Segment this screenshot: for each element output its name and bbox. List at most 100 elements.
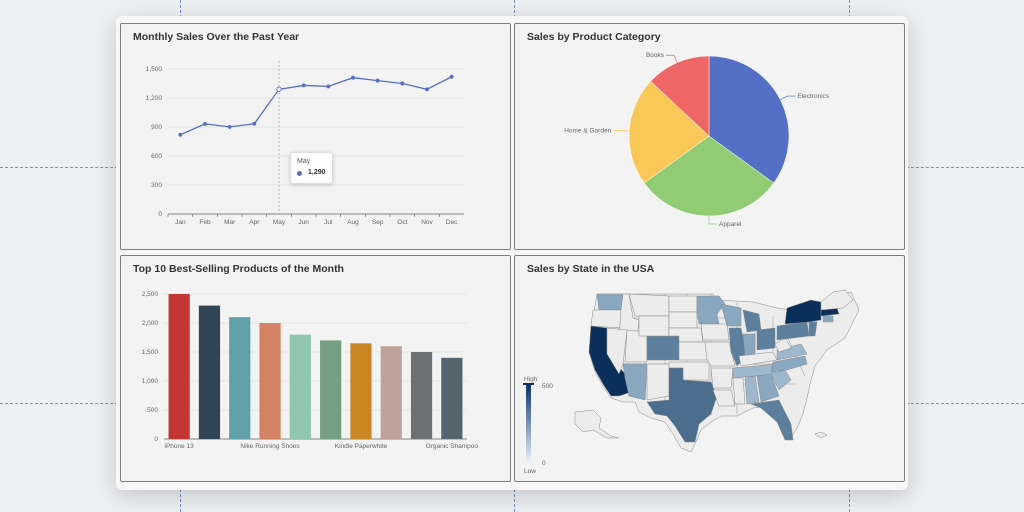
map-state-missouri[interactable] [704,341,736,367]
usa-map-chart[interactable]: High 500 0 Low [515,256,904,481]
pie-slice [643,135,775,217]
map-state-montana[interactable] [628,293,670,317]
line-xtick-label: Mar [224,219,236,226]
map-state-colorado[interactable] [646,335,680,361]
map-state-iowa[interactable] [700,323,730,341]
line-point [178,132,183,137]
map-state-mississippi[interactable] [732,377,746,405]
line-xtick-label: Sep [372,219,384,226]
map-chart-title: Sales by State in the USA [527,263,655,275]
line-xtick-label: May [273,219,286,226]
map-chart-panel: Sales by State in the USA High 500 0 Low [514,255,905,482]
bar-ytick-label: 1,000 [142,378,159,385]
map-state-wisconsin[interactable] [720,303,742,327]
map-state-north-carolina[interactable] [770,355,808,373]
visual-map-bar[interactable] [526,384,531,462]
visual-map-high-label: High [524,376,538,383]
bar-rect [229,317,251,439]
map-state-new-jersey[interactable] [808,321,818,337]
map-state-indiana[interactable] [742,333,756,357]
map-state-new-england[interactable] [820,289,854,311]
line-point [276,86,282,92]
bar-rect [259,323,281,439]
map-state-connecticut[interactable] [822,315,834,323]
bar-ytick-label: 2,000 [142,320,159,327]
tooltip-month: May [297,158,311,165]
line-xtick-label: Dec [446,219,458,226]
bar-chart[interactable]: 0 500 1,000 1,500 2,000 2,500 iPhone 13 Nike Ru… [121,256,510,481]
map-state-virginia[interactable] [776,343,808,361]
bar-ytick-label: 0 [154,436,158,443]
pie-slice-label: Electronics [797,93,830,100]
pie-slice-label: Home & Garden [564,127,611,134]
map-state-minnesota[interactable] [696,295,726,325]
bar-rect [380,346,402,439]
map-state-idaho[interactable] [618,293,640,339]
map-state-ohio[interactable] [756,327,776,351]
map-state-arkansas[interactable] [710,367,734,389]
map-state-new-mexico[interactable] [646,363,670,401]
line-point [375,78,380,83]
visual-map-low-label: Low [524,468,536,475]
bar-ytick-label: 2,500 [142,291,159,298]
map-state-north-dakota[interactable] [668,295,698,313]
line-xtick-label: Jun [298,219,309,226]
map-state-nevada[interactable] [606,327,628,375]
bar-rect [320,340,342,439]
map-state-south-dakota[interactable] [668,311,698,329]
map-state-louisiana[interactable] [712,389,736,407]
line-chart[interactable]: 0 300 600 900 1,200 1,500 Jan Feb Mar Apr May Jun Ju… [121,24,510,249]
map-state-kansas[interactable] [678,341,708,361]
line-point [449,74,454,79]
line-xtick-label: Apr [249,219,260,226]
map-state-alaska[interactable] [574,409,620,439]
line-point [351,75,355,80]
line-xtick-label: Aug [347,219,359,226]
visual-map-min-label: 0 [542,460,546,467]
line-chart-title: Monthly Sales Over the Past Year [133,31,300,43]
bar-rect [198,305,221,439]
tooltip-series-dot [297,171,302,176]
pie-label-line [708,216,717,225]
pie-slice [708,55,790,184]
map-state-west-virginia[interactable] [774,337,792,353]
map-state-alabama[interactable] [744,375,760,405]
bar-rect [289,334,311,439]
bar-rect [410,352,433,439]
map-state-south-carolina[interactable] [770,369,792,391]
visual-map-max-label: 500 [542,383,553,390]
bar-xtick-label: Kindle Paperwhite [335,443,388,450]
tooltip-value: 1,290 [308,169,326,176]
line-xtick-label: Oct [397,219,407,226]
map-state-washington[interactable] [596,293,624,311]
line-chart-tooltip: May 1,290 [290,152,333,184]
bar-xtick-label: iPhone 13 [165,443,195,450]
map-state-new-york[interactable] [784,299,822,325]
line-point [252,121,257,126]
line-ytick-label: 300 [151,182,162,189]
map-state-hawaii[interactable] [814,431,828,439]
line-xtick-label: Feb [199,219,211,226]
bar-rect [350,343,372,439]
line-chart-panel: Monthly Sales Over the Past Year 0 300 600… [120,23,511,250]
line-point [425,87,429,92]
map-state-arizona[interactable] [622,363,648,401]
line-xtick-label: Jan [175,219,186,226]
map-state-georgia[interactable] [756,373,780,403]
map-state-florida[interactable] [750,399,794,441]
line-point [326,84,331,89]
pie-label-line [666,54,678,63]
pie-slice-label: Books [646,52,665,59]
line-xtick-label: Jul [324,219,333,226]
map-state-texas[interactable] [646,367,718,443]
map-state-wyoming[interactable] [638,315,670,337]
pie-slice [650,55,710,137]
bar-chart-panel: Top 10 Best-Selling Products of the Mont… [120,255,511,482]
bar-chart-title: Top 10 Best-Selling Products of the Mont… [133,263,344,275]
bar-ytick-label: 1,500 [142,349,159,356]
pie-chart[interactable]: Electronics Apparel Home & Garden Books [515,24,904,249]
line-ytick-label: 900 [151,124,162,131]
line-xtick-label: Nov [421,219,433,226]
pie-slice-label: Apparel [719,221,742,228]
map-state-oregon[interactable] [590,309,624,329]
